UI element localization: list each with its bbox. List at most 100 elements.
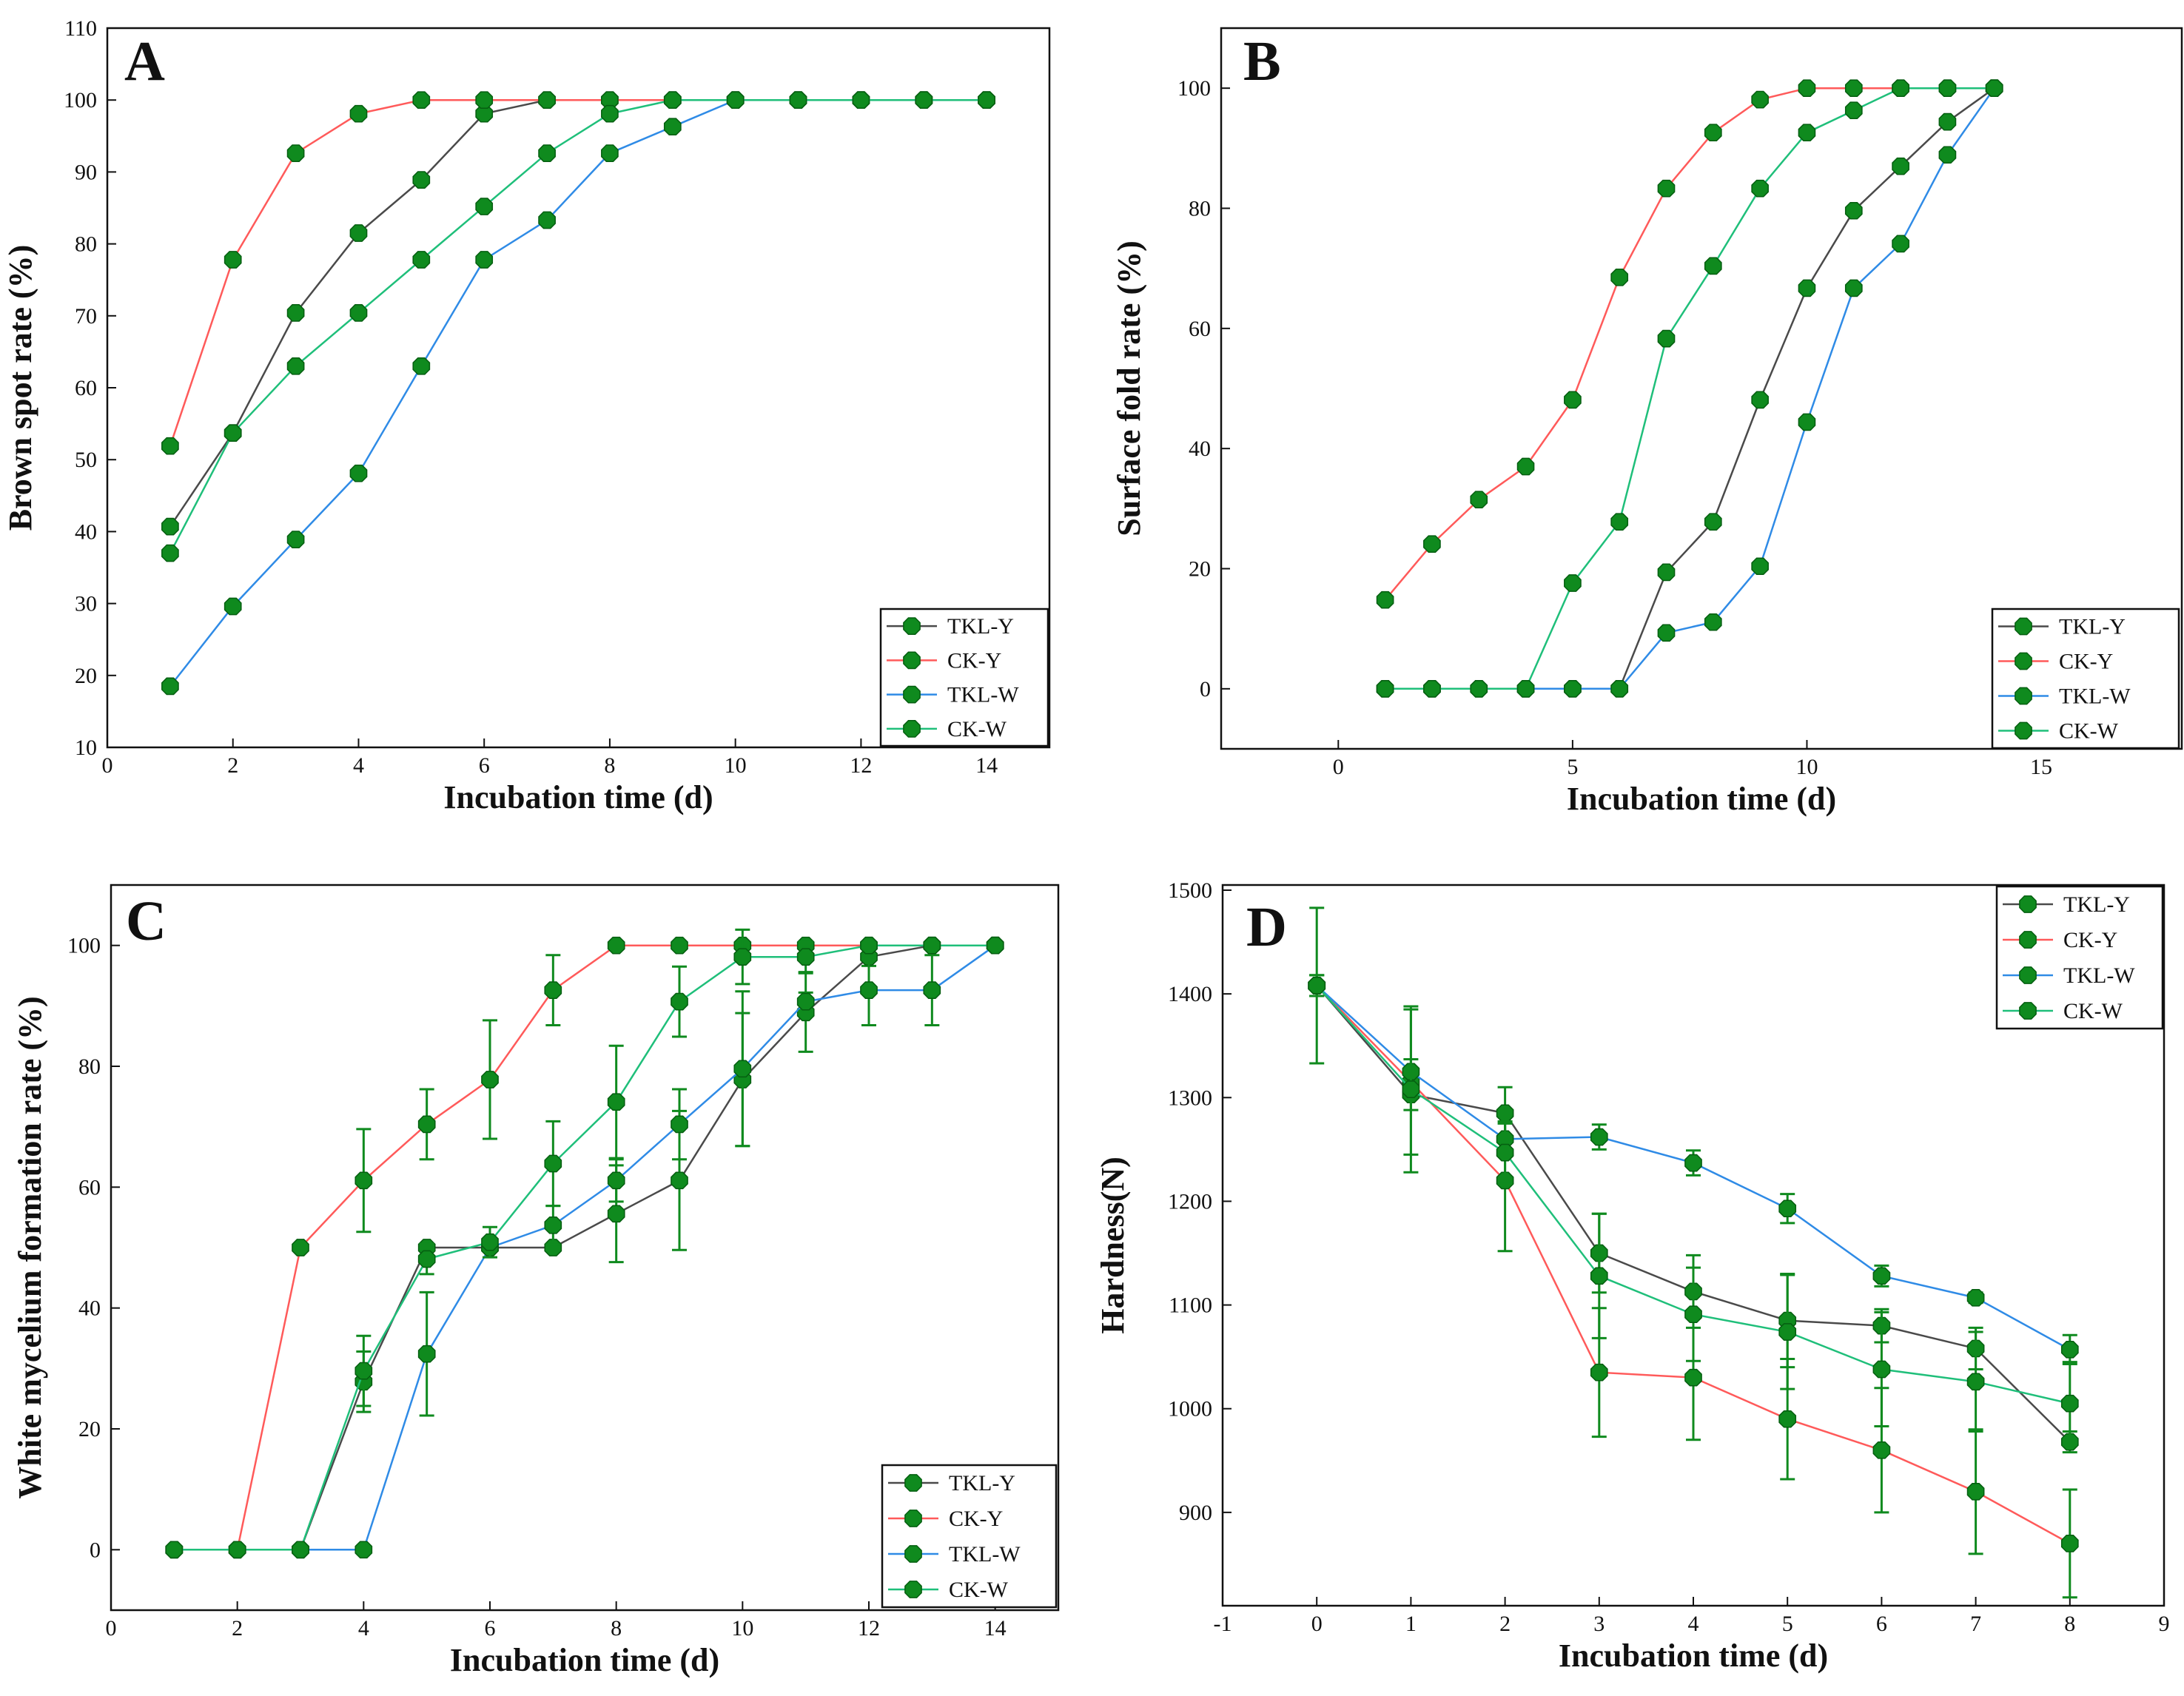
panel-letter: B (1243, 30, 1281, 92)
data-point (161, 437, 179, 455)
data-point (1751, 90, 1769, 109)
x-tick-label: 10 (725, 753, 747, 778)
data-point (2060, 1394, 2079, 1413)
y-tick-label: 100 (64, 88, 97, 112)
y-tick-label: 80 (78, 1054, 101, 1079)
y-tick-label: 20 (78, 1417, 101, 1441)
series-line (1385, 87, 1995, 690)
data-point (1798, 124, 1816, 142)
data-point (1376, 679, 1394, 698)
x-tick-label: 8 (604, 753, 615, 778)
data-point (286, 357, 305, 375)
data-point (1610, 513, 1629, 531)
data-point (1985, 79, 2003, 98)
y-tick-label: 1500 (1168, 878, 1212, 903)
data-point (544, 981, 562, 999)
data-point (663, 118, 682, 136)
x-axis-title: Incubation time (d) (1559, 1638, 1828, 1674)
panel-d: -1 0 1 2 3 4 5 6 7 8 9 900 1000 1100 1200 1300 1400 1500 I… (1095, 878, 2170, 1674)
data-point (417, 1115, 436, 1134)
series-line (1385, 87, 1995, 690)
legend: TKL-Y CK-Y TKL-W CK-W (1995, 885, 2164, 1030)
legend-label: TKL-Y (947, 614, 1014, 639)
y-axis-title: Surface fold rate (%) (1111, 240, 1147, 536)
data-point (1516, 457, 1535, 476)
data-point (1657, 329, 1676, 348)
data-point (286, 304, 305, 322)
series-ck-y (1376, 79, 2003, 609)
y-tick-label: 60 (1189, 317, 1211, 341)
series-ck-w (161, 91, 995, 562)
data-point (1704, 613, 1722, 631)
x-tick-label: 12 (858, 1616, 880, 1641)
legend-marker (904, 1474, 922, 1492)
series-tkl-w (161, 91, 995, 696)
y-tick-label: 100 (1177, 76, 1211, 101)
data-point (1892, 157, 1909, 175)
y-tick-label: 1200 (1168, 1189, 1212, 1214)
data-point (1684, 1368, 1702, 1387)
legend-marker (903, 720, 921, 738)
x-tick-label: 0 (106, 1616, 117, 1641)
data-point (1496, 1143, 1514, 1162)
data-point (726, 91, 745, 110)
panel-letter: A (124, 30, 165, 92)
y-tick-label: 1000 (1168, 1397, 1212, 1421)
data-point (412, 91, 431, 110)
data-point (1778, 1323, 1797, 1341)
panel-letter: D (1246, 896, 1287, 958)
data-point (796, 948, 815, 966)
y-tick-label: 40 (75, 519, 97, 544)
data-point (1798, 279, 1816, 297)
data-point (292, 1541, 309, 1559)
x-tick-label: 4 (353, 753, 364, 778)
series-tkl-y (1376, 79, 2003, 698)
data-point (417, 1250, 436, 1268)
legend-label: TKL-W (949, 1542, 1021, 1567)
series-ck-y (165, 936, 1004, 1559)
x-tick-label: 12 (850, 753, 872, 778)
data-point (607, 1171, 625, 1190)
data-point (165, 1541, 184, 1559)
data-point (1751, 391, 1769, 409)
data-point (355, 1541, 373, 1559)
x-tick-label: 10 (1795, 755, 1818, 779)
data-point (1376, 590, 1394, 609)
legend-marker (904, 1545, 922, 1563)
data-point (1751, 557, 1769, 576)
data-point (1564, 574, 1582, 592)
y-tick-label: 40 (1189, 437, 1211, 461)
data-point (349, 224, 368, 242)
legend-label: CK-W (2059, 719, 2119, 744)
data-point (1657, 179, 1676, 198)
data-point (1590, 1363, 1608, 1382)
x-tick-label: 8 (2064, 1612, 2075, 1636)
x-tick-label: 0 (1311, 1612, 1323, 1636)
y-tick-label: 1300 (1168, 1086, 1212, 1110)
y-axis-title: Hardness(N) (1095, 1157, 1131, 1334)
legend: TKL-Y CK-Y TKL-W CK-W (881, 1464, 1058, 1609)
data-point (1938, 146, 1957, 164)
data-point (1892, 79, 1909, 98)
data-point (1938, 112, 1957, 131)
data-point (1470, 491, 1488, 508)
data-point (1308, 977, 1326, 995)
x-tick-label: 4 (1688, 1612, 1699, 1636)
data-point (412, 251, 431, 269)
data-point (224, 597, 242, 616)
y-tick-label: 0 (1200, 677, 1211, 701)
legend-label: CK-Y (2059, 650, 2113, 674)
data-point (607, 1205, 625, 1223)
x-tick-label: 6 (1876, 1612, 1887, 1636)
data-point (355, 1171, 373, 1190)
plot-frame (1220, 27, 2183, 750)
x-tick-label: 0 (102, 753, 113, 778)
x-tick-label: 14 (975, 753, 998, 778)
data-point (607, 1093, 625, 1111)
x-tick-label: 8 (611, 1616, 622, 1641)
data-point (1872, 1441, 1891, 1459)
data-point (161, 517, 179, 536)
data-point (1704, 513, 1722, 531)
data-point (161, 677, 179, 696)
